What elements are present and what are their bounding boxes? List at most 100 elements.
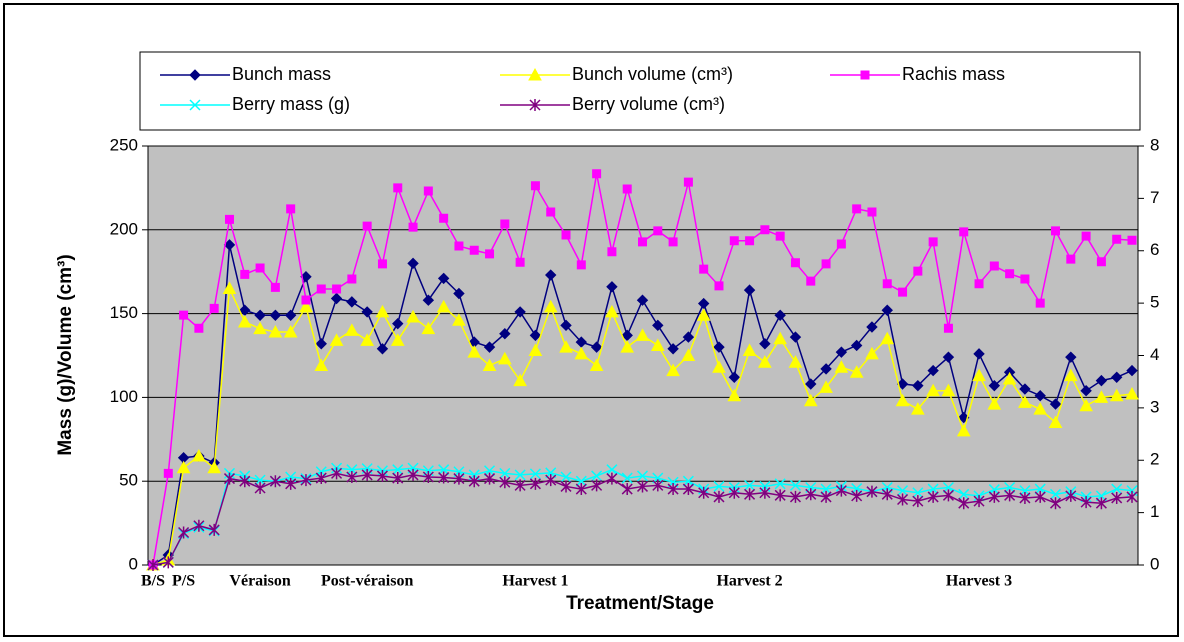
data-point [852,204,862,214]
data-point [805,488,817,501]
data-point [958,488,970,500]
data-point [207,460,222,474]
data-point [774,478,786,490]
data-point [1080,496,1092,509]
data-point [545,474,557,487]
data-point [346,471,358,484]
data-point [147,559,159,571]
data-point [1048,415,1063,429]
x-tick-label: P/S [172,573,195,590]
data-point [622,184,632,194]
data-point [361,306,373,318]
data-point [896,378,909,390]
data-point [254,482,266,495]
data-point [485,249,495,259]
x-tick-label: Post-véraison [321,573,414,590]
data-point [376,343,389,355]
data-point [162,556,174,569]
data-point [819,380,833,393]
data-point [437,272,450,285]
data-point [927,364,939,377]
data-point [636,470,649,482]
data-point [652,479,664,492]
data-point [667,343,679,355]
y-tick-label: 100 [110,387,138,406]
data-point [912,487,924,499]
data-point [789,490,801,503]
data-point [484,465,496,477]
data-point [788,355,803,368]
data-point [575,475,587,487]
data-point [912,495,924,508]
y2-tick-label: 5 [1150,293,1159,312]
data-point [315,338,327,350]
data-point [192,449,206,462]
data-point [1080,384,1092,397]
data-point [254,309,266,321]
data-point [439,213,449,223]
data-point [255,263,265,273]
data-point [636,480,649,493]
data-point [712,360,726,373]
data-point [759,338,771,350]
data-point [988,490,1000,503]
y2-tick-label: 8 [1150,135,1159,154]
data-point [452,313,466,326]
data-point [1079,398,1093,412]
x-tick-label: Harvest 1 [502,573,568,590]
data-point [1127,235,1137,245]
data-point [499,467,511,479]
data-point [1065,351,1077,363]
data-point [821,259,831,269]
data-point [283,324,298,338]
data-point [805,378,817,390]
x-axis-label: Treatment/Stage [566,593,714,614]
data-point [269,309,282,321]
data-point [882,279,892,289]
data-point [790,258,800,268]
data-point [513,373,527,387]
data-point [927,483,939,495]
data-point [666,363,680,377]
data-point [314,358,329,372]
data-point [347,274,357,284]
data-point [543,299,558,313]
data-point [438,464,450,476]
data-point [575,483,587,496]
data-point [468,475,480,488]
data-point [973,495,985,508]
data-point [866,485,878,498]
y-tick-label: 150 [110,303,138,322]
data-point [239,475,251,488]
data-point [820,483,832,495]
data-point [745,236,755,246]
data-point [453,287,465,300]
data-point [1004,489,1016,502]
data-point [529,329,542,342]
data-point [728,371,740,383]
data-point [607,247,617,257]
data-point [467,345,482,358]
data-point [1051,226,1061,236]
data-point [406,309,420,323]
data-point [360,333,374,346]
data-point [851,489,863,502]
data-point [1049,488,1062,500]
data-point [514,479,526,492]
data-point [1005,269,1015,279]
x-tick-label: Harvest 2 [716,573,782,590]
data-point [866,321,878,333]
data-point [515,257,525,267]
data-point [591,470,603,482]
data-point [1111,491,1123,504]
data-point [253,321,267,335]
data-point [849,365,864,378]
data-point [1004,481,1016,494]
data-point [727,388,742,402]
data-point [469,245,479,255]
data-point [775,231,785,241]
data-point [1033,402,1048,415]
data-point [928,237,938,247]
data-point [392,317,404,330]
data-point [560,480,572,493]
